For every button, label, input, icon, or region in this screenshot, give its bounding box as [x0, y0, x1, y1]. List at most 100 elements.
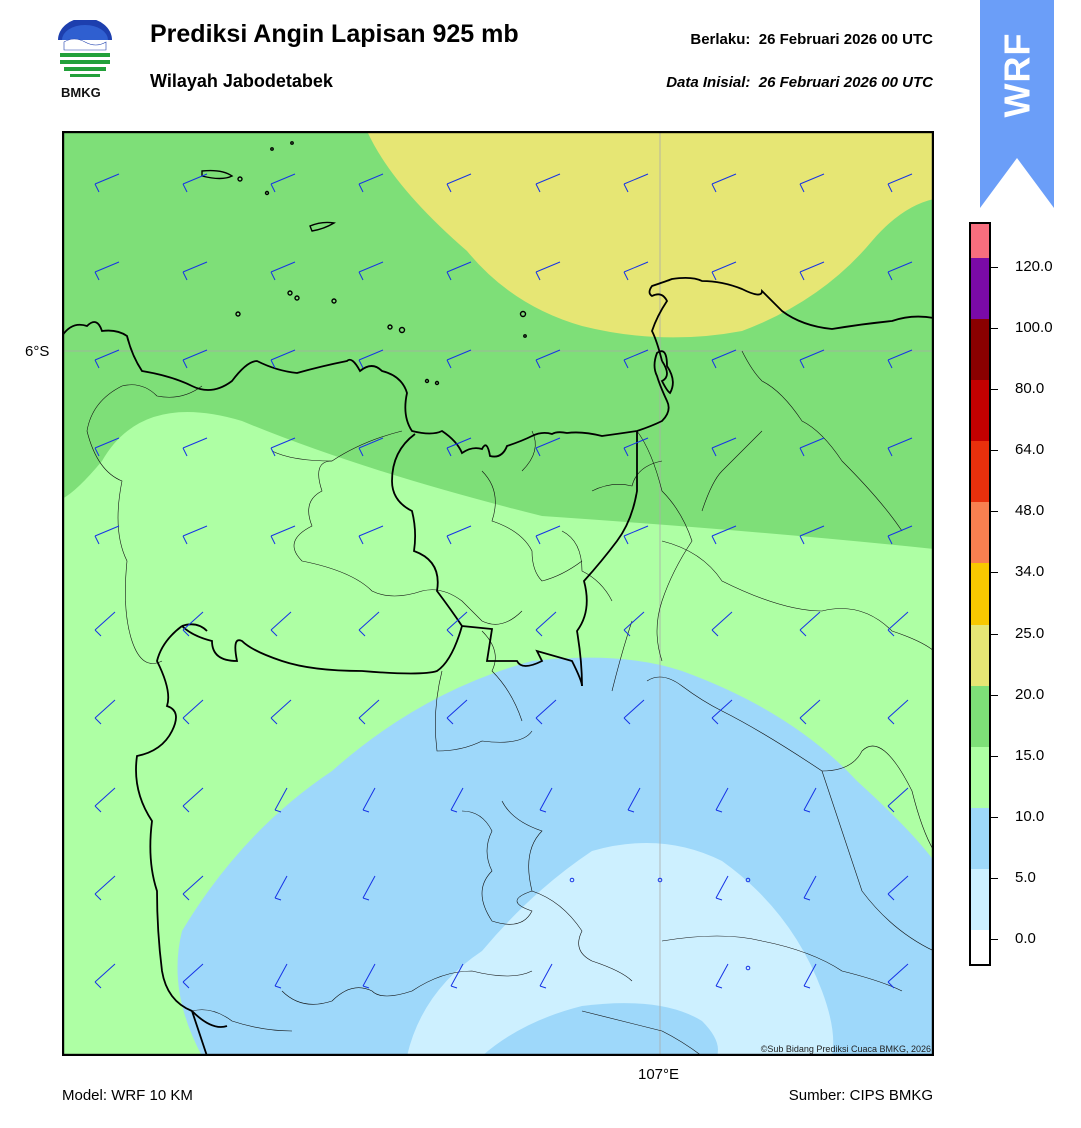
wind-barb	[446, 611, 468, 637]
wind-barb	[799, 261, 825, 281]
wind-barb	[182, 611, 204, 637]
wind-barb	[887, 173, 913, 193]
logo-text: BMKG	[61, 85, 101, 100]
map-title: Prediksi Angin Lapisan 925 mb	[150, 20, 519, 48]
wind-barb	[535, 699, 557, 725]
wind-barb	[711, 699, 733, 725]
speed-zone-20-25	[367, 131, 934, 338]
wind-barb	[94, 173, 120, 193]
wind-barb	[270, 349, 296, 369]
colorbar-label: 80.0	[1015, 380, 1045, 397]
wind-barb	[887, 699, 909, 725]
wind-barb	[270, 173, 296, 193]
valid-value: 26 Februari 2026 00 UTC	[758, 31, 933, 48]
wind-barb	[270, 525, 296, 545]
wind-barb	[803, 787, 817, 813]
wind-barb	[94, 875, 116, 901]
colorbar-segment	[971, 625, 989, 686]
wind-barb	[715, 787, 729, 813]
colorbar-segment	[971, 869, 989, 930]
latitude-label: 6°S	[25, 343, 50, 360]
wind-barb	[623, 437, 649, 457]
coastline	[62, 276, 934, 458]
colorbar-label: 0.0	[1015, 930, 1036, 947]
wind-barb	[94, 349, 120, 369]
data-source: Sumber: CIPS BMKG	[788, 1087, 933, 1104]
wind-barb	[358, 611, 380, 637]
colorbar-label: 20.0	[1015, 686, 1045, 703]
wind-barb	[362, 875, 376, 901]
wind-barb	[450, 787, 464, 813]
wind-barb	[94, 787, 116, 813]
wind-barb	[627, 787, 641, 813]
colorbar-tick	[990, 695, 998, 696]
wind-barb	[358, 699, 380, 725]
colorbar-segment	[971, 808, 989, 869]
speed-zone-0-5	[407, 843, 834, 1056]
wind-barb	[887, 349, 913, 369]
wind-barb	[887, 787, 909, 813]
colorbar-tick	[990, 328, 998, 329]
wind-barb	[94, 963, 116, 989]
wind-barb	[715, 963, 729, 989]
wind-barb	[270, 611, 292, 637]
wind-barb	[535, 349, 561, 369]
wind-barb	[887, 261, 913, 281]
colorbar-tick	[990, 756, 998, 757]
wind-barb	[623, 699, 645, 725]
bmkg-logo	[52, 18, 118, 86]
colorbar-segment	[971, 380, 989, 441]
wind-barb	[711, 261, 737, 281]
colorbar-tick	[990, 511, 998, 512]
colorbar-label: 120.0	[1015, 258, 1053, 275]
wind-barb	[799, 699, 821, 725]
wind-barb	[715, 875, 729, 901]
valid-time: Berlaku: 26 Februari 2026 00 UTC	[690, 31, 933, 48]
colorbar-segment	[971, 686, 989, 747]
wind-barbs	[94, 173, 913, 989]
copyright-note: ©Sub Bidang Prediksi Cuaca BMKG, 2026	[760, 1044, 931, 1054]
region-subtitle: Wilayah Jabodetabek	[150, 71, 333, 91]
wind-barb	[446, 525, 472, 545]
colorbar-label: 34.0	[1015, 563, 1045, 580]
wind-barb	[362, 963, 376, 989]
wrf-badge	[980, 0, 1054, 210]
wind-barb	[446, 173, 472, 193]
colorbar-segment	[971, 930, 989, 964]
colorbar-tick	[990, 267, 998, 268]
colorbar-tick	[990, 817, 998, 818]
wind-barb	[623, 261, 649, 281]
wind-barb	[94, 437, 120, 457]
wind-barb	[711, 437, 737, 457]
wind-barb	[182, 437, 208, 457]
province-boundaries	[135, 431, 638, 1056]
initial-value: 26 Februari 2026 00 UTC	[758, 74, 933, 91]
wind-barb	[535, 261, 561, 281]
wind-barb	[182, 261, 208, 281]
colorbar-label: 100.0	[1015, 319, 1053, 336]
wind-barb	[270, 261, 296, 281]
wind-barb	[535, 525, 561, 545]
wind-barb	[887, 525, 913, 545]
wind-barb	[803, 963, 817, 989]
colorbar-label: 48.0	[1015, 502, 1045, 519]
wind-barb	[887, 437, 913, 457]
colorbar-segment	[971, 563, 989, 625]
colorbar-label: 64.0	[1015, 441, 1045, 458]
colorbar-tick	[990, 572, 998, 573]
wind-barb	[799, 349, 825, 369]
wind-barb	[182, 787, 204, 813]
wind-barb	[887, 875, 909, 901]
wind-barb	[182, 349, 208, 369]
wind-barb	[358, 349, 384, 369]
wind-barb	[450, 963, 464, 989]
initial-label: Data Inisial:	[666, 74, 751, 91]
wind-barb	[182, 525, 208, 545]
calm-markers	[569, 877, 751, 971]
wind-barb	[803, 875, 817, 901]
wind-barb	[535, 437, 561, 457]
wind-barb	[799, 173, 825, 193]
wind-barb	[539, 787, 553, 813]
model-info: Model: WRF 10 KM	[62, 1087, 193, 1104]
wind-barb	[362, 787, 376, 813]
